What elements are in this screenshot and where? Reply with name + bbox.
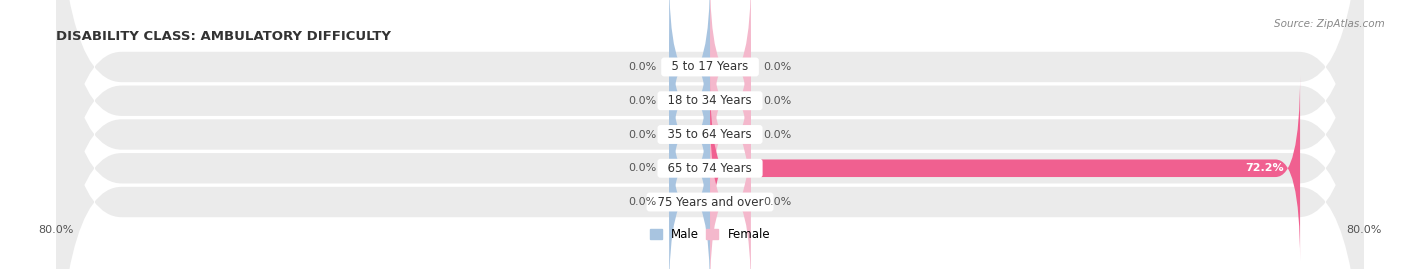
Text: 0.0%: 0.0% — [628, 62, 657, 72]
Text: 0.0%: 0.0% — [763, 197, 792, 207]
FancyBboxPatch shape — [710, 76, 1301, 261]
Text: 35 to 64 Years: 35 to 64 Years — [661, 128, 759, 141]
FancyBboxPatch shape — [56, 0, 1364, 269]
FancyBboxPatch shape — [669, 42, 710, 227]
Text: 0.0%: 0.0% — [628, 163, 657, 173]
Text: 72.2%: 72.2% — [1246, 163, 1284, 173]
FancyBboxPatch shape — [710, 8, 751, 193]
FancyBboxPatch shape — [56, 0, 1364, 269]
Text: 0.0%: 0.0% — [628, 129, 657, 140]
Text: Source: ZipAtlas.com: Source: ZipAtlas.com — [1274, 19, 1385, 29]
FancyBboxPatch shape — [56, 0, 1364, 269]
Text: 65 to 74 Years: 65 to 74 Years — [661, 162, 759, 175]
Text: 5 to 17 Years: 5 to 17 Years — [664, 61, 756, 73]
Text: DISABILITY CLASS: AMBULATORY DIFFICULTY: DISABILITY CLASS: AMBULATORY DIFFICULTY — [56, 30, 391, 43]
Text: 0.0%: 0.0% — [763, 62, 792, 72]
FancyBboxPatch shape — [710, 0, 751, 160]
FancyBboxPatch shape — [669, 0, 710, 160]
Text: 18 to 34 Years: 18 to 34 Years — [661, 94, 759, 107]
Text: 0.0%: 0.0% — [628, 96, 657, 106]
Text: 0.0%: 0.0% — [763, 96, 792, 106]
Text: 0.0%: 0.0% — [628, 197, 657, 207]
FancyBboxPatch shape — [56, 0, 1364, 269]
FancyBboxPatch shape — [669, 8, 710, 193]
FancyBboxPatch shape — [669, 76, 710, 261]
FancyBboxPatch shape — [56, 0, 1364, 269]
FancyBboxPatch shape — [669, 109, 710, 269]
Text: 0.0%: 0.0% — [763, 129, 792, 140]
Legend: Male, Female: Male, Female — [645, 223, 775, 246]
FancyBboxPatch shape — [710, 109, 751, 269]
Text: 75 Years and over: 75 Years and over — [650, 196, 770, 208]
FancyBboxPatch shape — [710, 42, 751, 227]
